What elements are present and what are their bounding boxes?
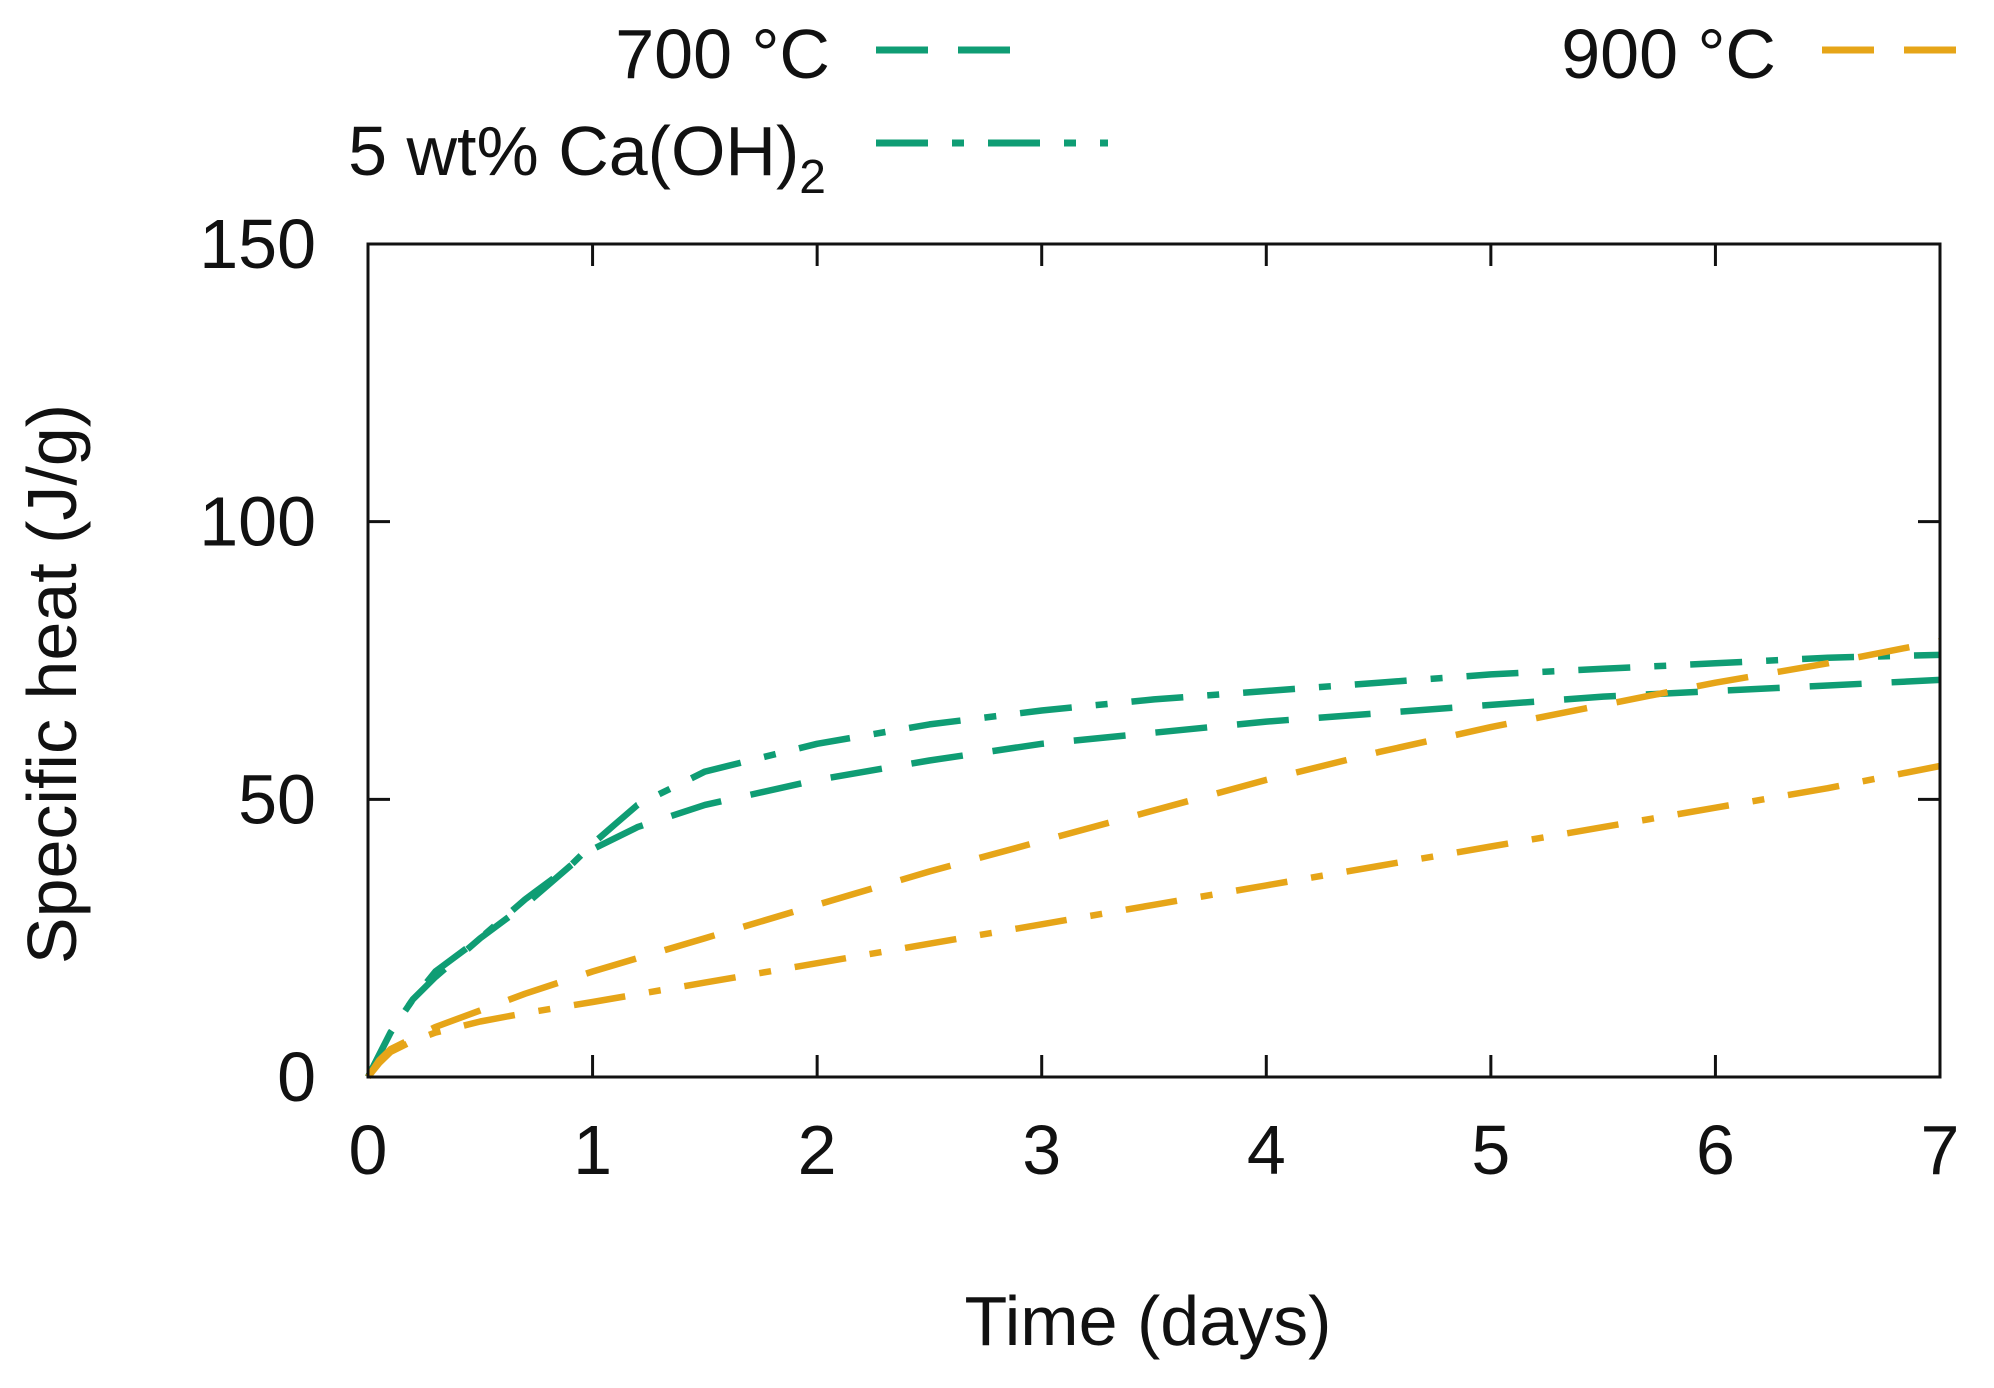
y-tick-label-100: 100 [199, 483, 316, 561]
x-tick-label-5: 5 [1471, 1111, 1510, 1189]
x-axis-label: Time (days) [965, 1282, 1332, 1360]
x-tick-label-1: 1 [573, 1111, 612, 1189]
y-tick-label-0: 0 [277, 1038, 316, 1116]
tick-labels: 0 1 2 3 4 5 6 7 0 50 100 150 [199, 205, 1959, 1189]
tick-marks [366, 242, 1942, 1079]
y-axis-label: Specific heat (J/g) [13, 404, 91, 964]
x-tick-label-4: 4 [1247, 1111, 1286, 1189]
legend-label-ca-oh-2-main: 5 wt% Ca(OH) [348, 112, 799, 190]
legend-label-ca-oh-2: 5 wt% Ca(OH)2 [348, 112, 826, 204]
legend-label-900c: 900 °C [1561, 15, 1776, 93]
series-line-900-c-5-wt-ca-oh-2 [365, 762, 1941, 1080]
x-tick-label-7: 7 [1921, 1111, 1960, 1189]
series-lines [365, 637, 1941, 1080]
series-line-700-c [365, 676, 1941, 1079]
legend-label-700c: 700 °C [615, 15, 830, 93]
legend-label-ca-oh-2-subscript: 2 [799, 151, 826, 204]
x-tick-label-6: 6 [1696, 1111, 1735, 1189]
y-tick-label-150: 150 [199, 205, 316, 283]
x-tick-label-2: 2 [798, 1111, 837, 1189]
series-line-5-wt-ca-oh-2 [365, 651, 1941, 1079]
plot-frame [366, 242, 1942, 1079]
y-tick-label-50: 50 [238, 760, 316, 838]
x-tick-label-3: 3 [1022, 1111, 1061, 1189]
series-line-900-c [365, 637, 1941, 1079]
x-tick-label-0: 0 [349, 1111, 388, 1189]
legend: 700 °C 5 wt% Ca(OH)2 900 °C [348, 15, 1986, 204]
